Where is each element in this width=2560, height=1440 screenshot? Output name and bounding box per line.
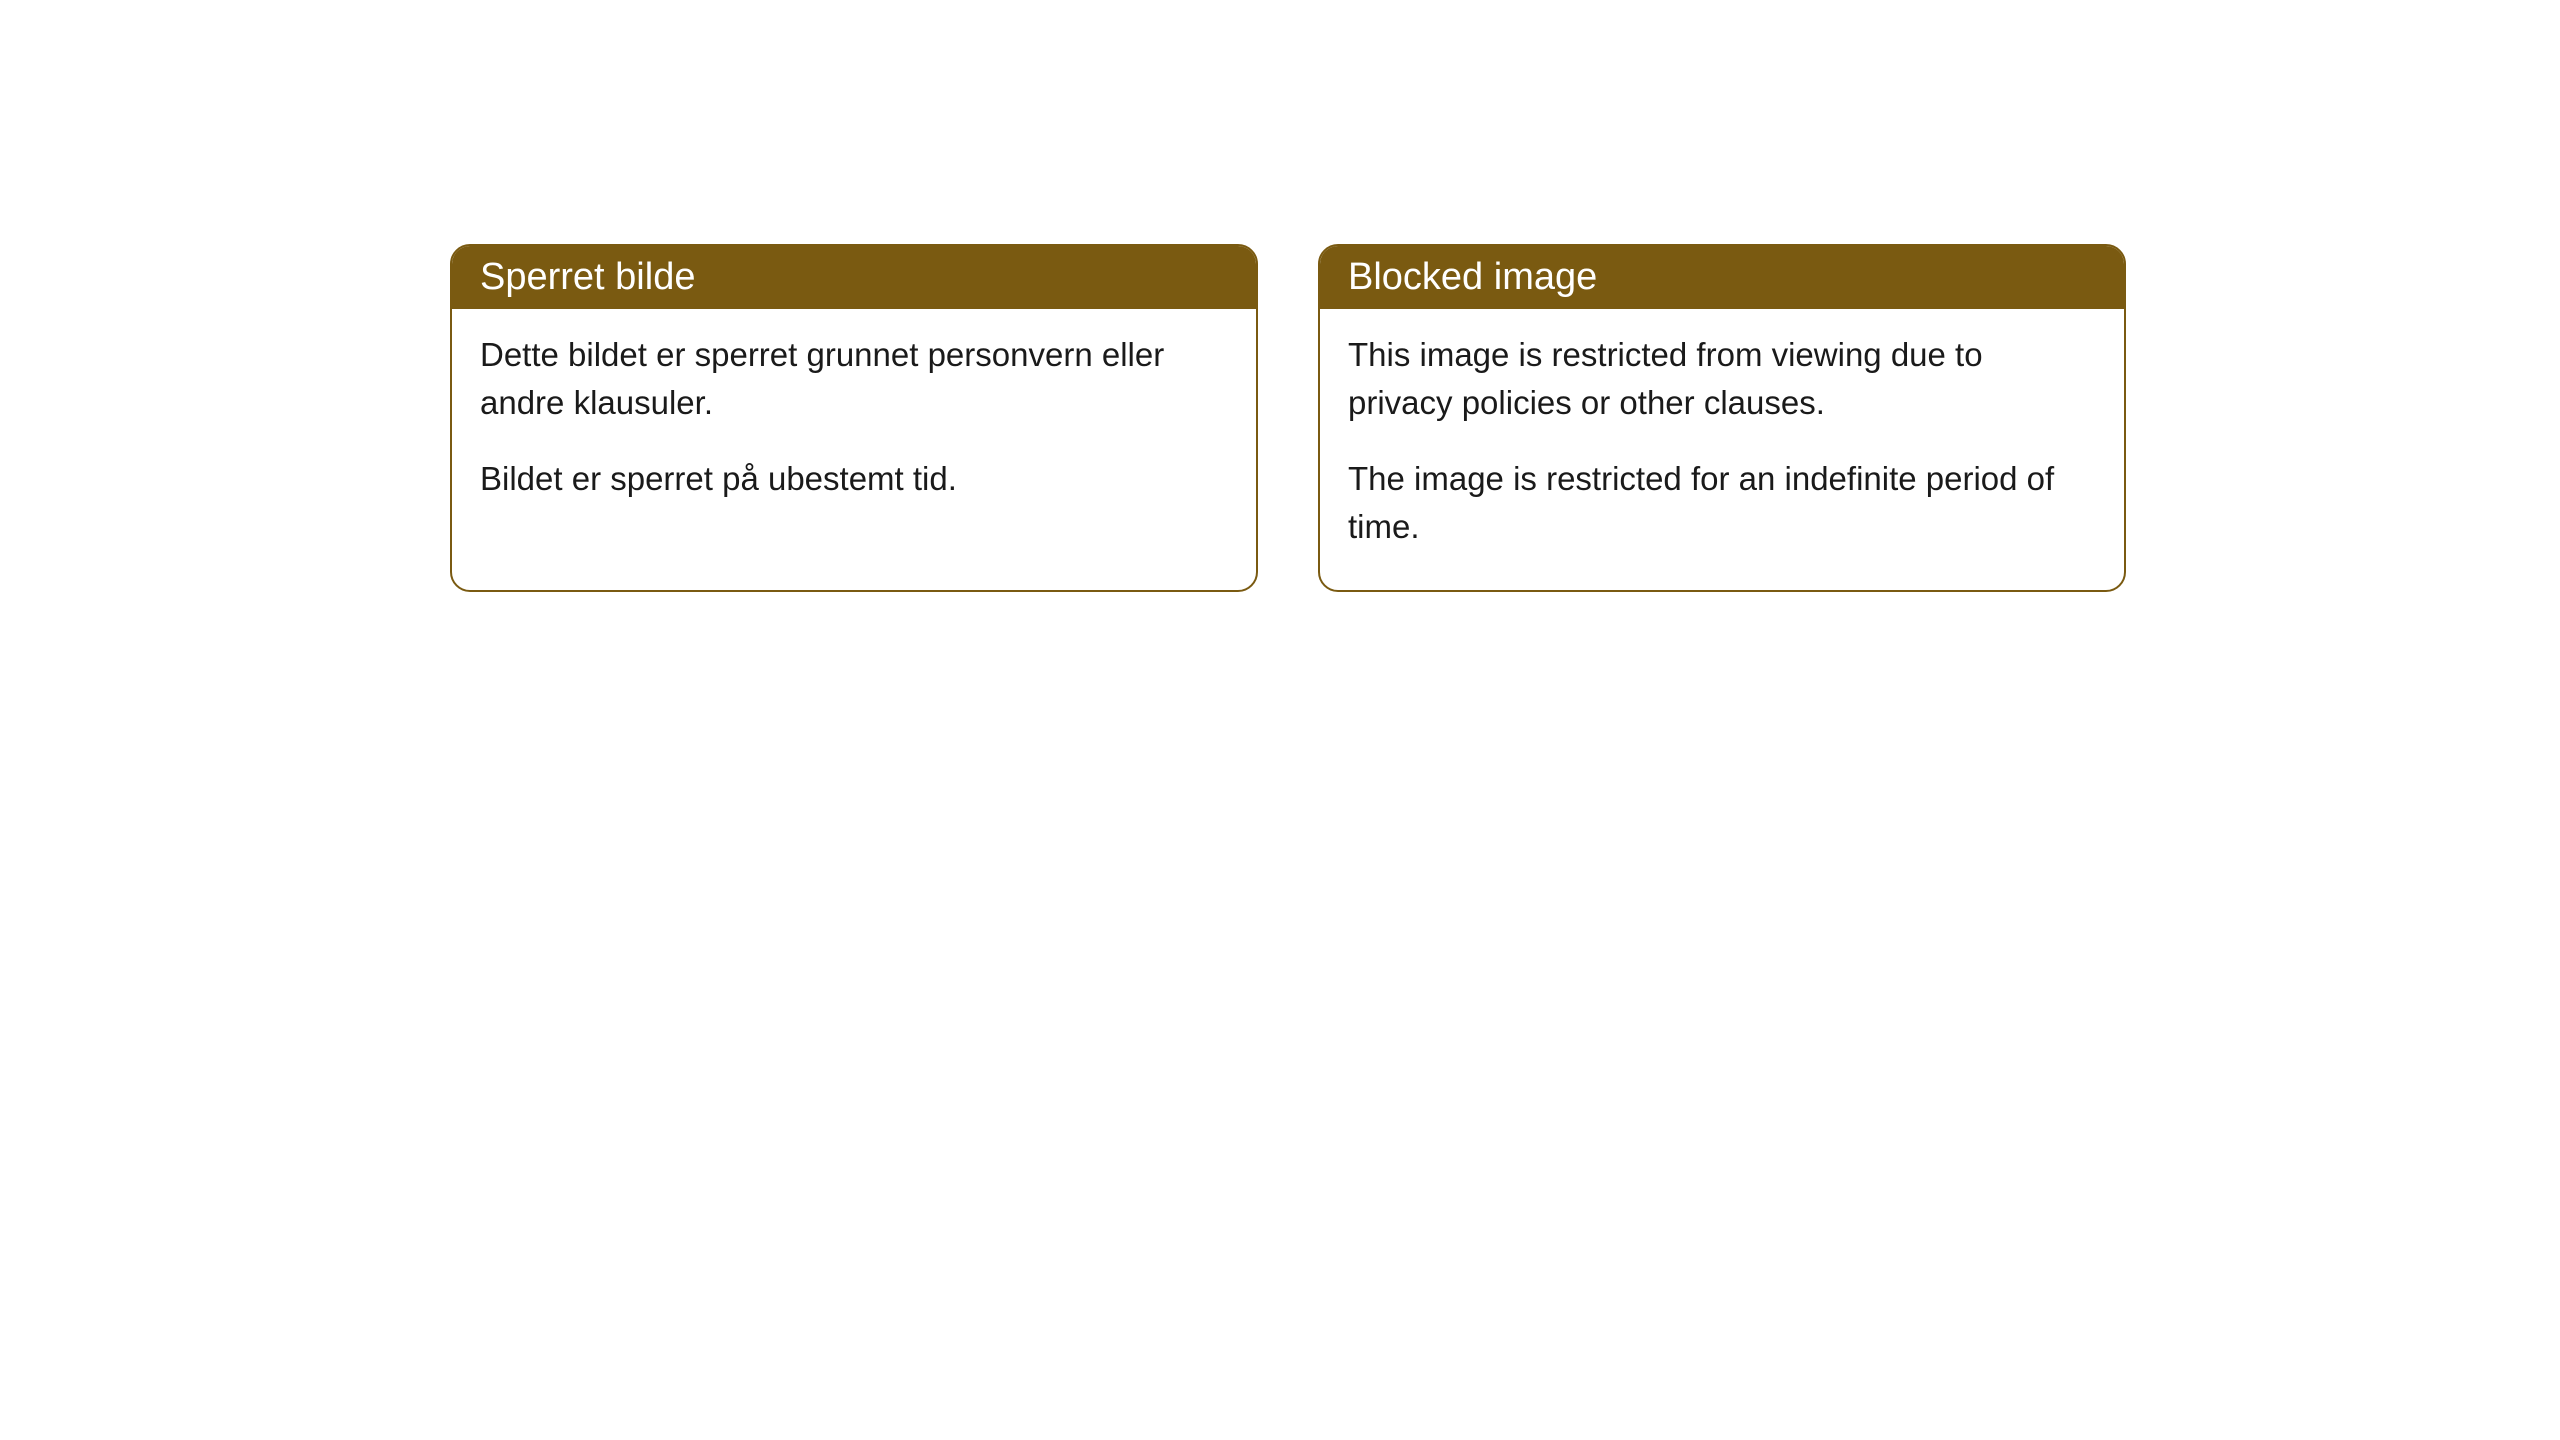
card-title: Blocked image <box>1320 246 2124 309</box>
notice-paragraph: Bildet er sperret på ubestemt tid. <box>480 455 1228 503</box>
notice-card-norwegian: Sperret bilde Dette bildet er sperret gr… <box>450 244 1258 592</box>
card-body: Dette bildet er sperret grunnet personve… <box>452 309 1256 543</box>
notice-paragraph: Dette bildet er sperret grunnet personve… <box>480 331 1228 427</box>
card-title: Sperret bilde <box>452 246 1256 309</box>
notice-paragraph: This image is restricted from viewing du… <box>1348 331 2096 427</box>
card-body: This image is restricted from viewing du… <box>1320 309 2124 590</box>
notice-card-english: Blocked image This image is restricted f… <box>1318 244 2126 592</box>
notice-paragraph: The image is restricted for an indefinit… <box>1348 455 2096 551</box>
notice-container: Sperret bilde Dette bildet er sperret gr… <box>0 0 2560 592</box>
